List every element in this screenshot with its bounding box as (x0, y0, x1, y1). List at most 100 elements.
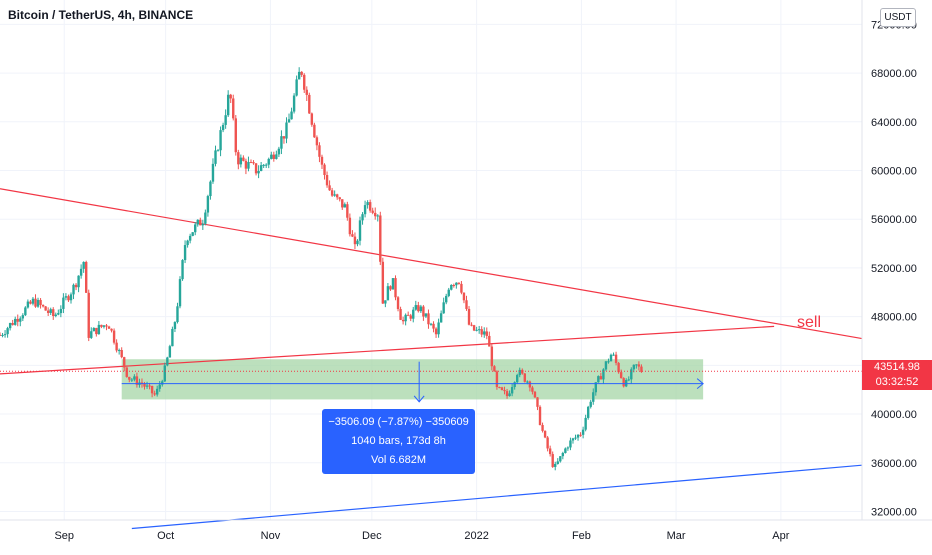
price-tick-label: 68000.00 (871, 68, 917, 80)
candle-body (576, 434, 580, 438)
candle-body (368, 202, 372, 211)
candle-body (229, 94, 232, 99)
candle-body (39, 299, 42, 305)
candle-body (627, 379, 630, 381)
price-tick-label: 48000.00 (871, 312, 917, 324)
candle-body (394, 278, 397, 298)
candle-body (412, 309, 415, 319)
time-tick-label: Dec (362, 530, 382, 542)
candle-body (455, 282, 458, 286)
candle-body (505, 391, 509, 397)
candle-body (417, 305, 420, 312)
candle-body (21, 315, 25, 319)
candle-body (107, 326, 111, 329)
candle-body (216, 150, 220, 152)
candle-body (85, 261, 88, 293)
measure-arrowhead-down (413, 395, 425, 403)
candle-body (381, 261, 385, 304)
candle-body (561, 452, 565, 457)
candle-body (191, 232, 194, 236)
candle-body (323, 164, 326, 176)
candle-body (341, 199, 344, 208)
candle-body (1, 334, 4, 336)
sell-annotation[interactable]: sell (797, 314, 822, 331)
candle-body (379, 215, 382, 262)
candle-body (518, 369, 521, 376)
candle-body (102, 325, 106, 327)
candle-body (120, 350, 123, 358)
last-price: 43514.98 (874, 361, 920, 373)
candle-body (318, 145, 321, 157)
candle-body (82, 261, 85, 269)
candle-body (232, 98, 235, 119)
descending-trendline (0, 188, 863, 340)
candle-body (24, 307, 27, 316)
candle-body (247, 162, 250, 169)
candle-body (609, 354, 613, 362)
candle-body (199, 219, 202, 226)
candle-body (158, 384, 161, 389)
candle-body (472, 325, 476, 331)
candle-body (604, 361, 608, 370)
candle-body (257, 170, 260, 174)
candle-body (166, 357, 169, 366)
candle-body (480, 329, 483, 335)
candle-body (376, 215, 379, 217)
candle-body (475, 329, 478, 331)
candle-body (559, 456, 562, 462)
candle-body (161, 381, 164, 385)
candle-body (401, 319, 405, 322)
candle-body (490, 346, 494, 367)
candle-body (34, 298, 37, 307)
candle-body (143, 383, 146, 387)
currency-badge[interactable]: USDT (880, 8, 916, 27)
candle-body (41, 304, 45, 307)
candle-body (442, 302, 445, 314)
candle-body (196, 219, 199, 225)
measure-volume: Vol 6.682M (370, 454, 427, 466)
candle-body (277, 148, 281, 155)
candle-body (630, 369, 633, 380)
candle-body (554, 463, 557, 467)
candle-body (488, 335, 491, 347)
candle-body (622, 378, 625, 387)
candle-body (171, 328, 174, 347)
candle-body (54, 314, 57, 317)
candle-body (308, 94, 311, 114)
candle-body (267, 158, 270, 165)
candle-body (457, 282, 461, 284)
candle-body (460, 283, 463, 293)
candle-body (19, 318, 22, 322)
candle-body (204, 212, 207, 224)
candle-body (262, 164, 265, 166)
candle-body (59, 308, 63, 314)
candle-body (320, 156, 324, 165)
candle-body (574, 437, 577, 439)
candle-body (351, 234, 354, 237)
measure-bars: 1040 bars, 173d 8h (351, 435, 446, 447)
candle-body (206, 196, 210, 213)
candle-body (335, 194, 339, 198)
price-tick-label: 32000.00 (871, 506, 917, 518)
candle-body (439, 313, 443, 323)
candle-body (640, 366, 643, 372)
candle-body (52, 309, 55, 317)
candle-body (422, 306, 425, 317)
candle-body (363, 205, 367, 215)
candle-body (239, 157, 243, 165)
candle-body (90, 331, 93, 338)
candle-body (6, 328, 9, 335)
candle-body (330, 190, 334, 196)
candle-body (181, 260, 184, 280)
candle-body (434, 328, 438, 335)
candle-body (465, 300, 468, 309)
candle-body (548, 448, 552, 455)
candle-body (338, 197, 341, 200)
candle-body (348, 217, 352, 235)
price-tick-label: 52000.00 (871, 263, 917, 275)
candle-body (130, 379, 134, 381)
candle-body (386, 286, 390, 301)
candle-body (64, 296, 68, 298)
